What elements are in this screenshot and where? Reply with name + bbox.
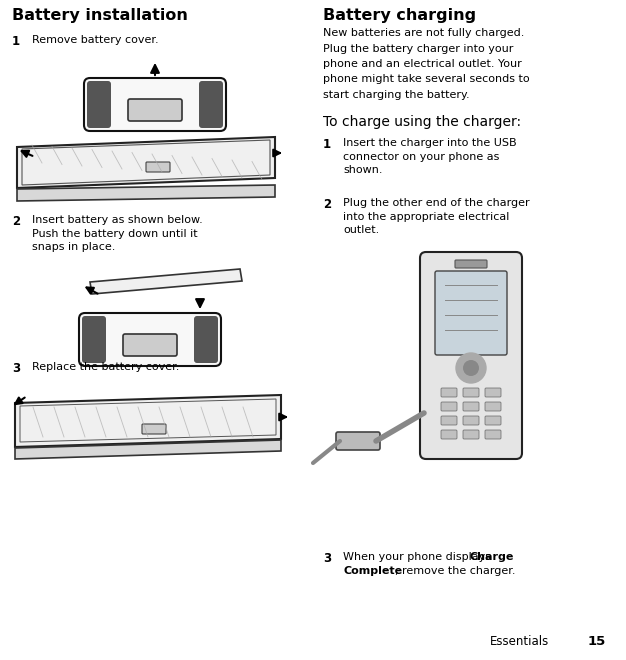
Text: New batteries are not fully charged.: New batteries are not fully charged. xyxy=(323,28,525,38)
FancyBboxPatch shape xyxy=(336,432,380,450)
Text: Battery charging: Battery charging xyxy=(323,8,476,23)
FancyBboxPatch shape xyxy=(485,416,501,425)
Text: To charge using the charger:: To charge using the charger: xyxy=(323,115,521,129)
FancyBboxPatch shape xyxy=(441,402,457,411)
Text: 3: 3 xyxy=(323,552,331,565)
Text: 15: 15 xyxy=(588,635,606,648)
FancyBboxPatch shape xyxy=(441,388,457,397)
Text: , remove the charger.: , remove the charger. xyxy=(395,566,515,576)
Text: 2: 2 xyxy=(12,215,20,228)
Text: Complete: Complete xyxy=(343,566,402,576)
FancyBboxPatch shape xyxy=(146,162,170,172)
FancyBboxPatch shape xyxy=(123,334,177,356)
FancyBboxPatch shape xyxy=(84,78,226,131)
Polygon shape xyxy=(17,185,275,201)
FancyBboxPatch shape xyxy=(463,388,479,397)
FancyBboxPatch shape xyxy=(455,260,487,268)
FancyBboxPatch shape xyxy=(441,430,457,439)
Text: Essentials: Essentials xyxy=(490,635,549,648)
FancyBboxPatch shape xyxy=(194,316,218,363)
FancyBboxPatch shape xyxy=(463,402,479,411)
FancyBboxPatch shape xyxy=(128,99,182,121)
Text: Plug the other end of the charger
into the appropriate electrical
outlet.: Plug the other end of the charger into t… xyxy=(343,198,530,235)
Polygon shape xyxy=(15,440,281,459)
FancyBboxPatch shape xyxy=(435,271,507,355)
Circle shape xyxy=(456,353,486,383)
FancyBboxPatch shape xyxy=(485,430,501,439)
FancyBboxPatch shape xyxy=(463,430,479,439)
Text: start charging the battery.: start charging the battery. xyxy=(323,90,470,100)
FancyBboxPatch shape xyxy=(79,313,221,366)
Text: Battery installation: Battery installation xyxy=(12,8,188,23)
Text: Remove battery cover.: Remove battery cover. xyxy=(32,35,158,45)
FancyBboxPatch shape xyxy=(82,316,106,363)
FancyBboxPatch shape xyxy=(420,252,522,459)
FancyBboxPatch shape xyxy=(142,424,166,434)
FancyBboxPatch shape xyxy=(485,388,501,397)
FancyBboxPatch shape xyxy=(485,402,501,411)
Text: phone might take several seconds to: phone might take several seconds to xyxy=(323,75,530,84)
Text: Replace the battery cover.: Replace the battery cover. xyxy=(32,362,180,372)
Text: 2: 2 xyxy=(323,198,331,211)
Text: 3: 3 xyxy=(12,362,20,375)
Text: Insert battery as shown below.
Push the battery down until it
snaps in place.: Insert battery as shown below. Push the … xyxy=(32,215,203,252)
Polygon shape xyxy=(90,269,242,294)
Text: Charge: Charge xyxy=(469,552,513,562)
Text: 1: 1 xyxy=(323,138,331,151)
Text: Insert the charger into the USB
connector on your phone as
shown.: Insert the charger into the USB connecto… xyxy=(343,138,516,175)
FancyBboxPatch shape xyxy=(463,416,479,425)
FancyBboxPatch shape xyxy=(441,416,457,425)
Text: 1: 1 xyxy=(12,35,20,48)
Text: When your phone displays: When your phone displays xyxy=(343,552,495,562)
Text: phone and an electrical outlet. Your: phone and an electrical outlet. Your xyxy=(323,59,521,69)
FancyBboxPatch shape xyxy=(87,81,111,128)
FancyBboxPatch shape xyxy=(199,81,223,128)
Polygon shape xyxy=(15,395,281,447)
Text: Plug the battery charger into your: Plug the battery charger into your xyxy=(323,44,513,53)
Polygon shape xyxy=(17,137,275,188)
Circle shape xyxy=(463,360,479,376)
